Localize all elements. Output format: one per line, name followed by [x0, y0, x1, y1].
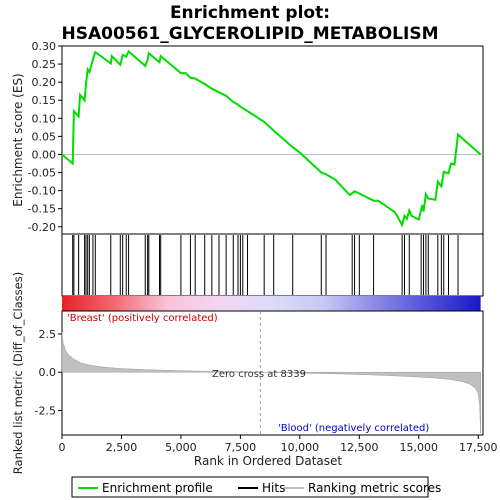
title-line-1: Enrichment plot:: [170, 3, 330, 23]
es-y-tick-label: 0.05: [32, 130, 57, 143]
es-y-tick-label: -0.15: [28, 203, 56, 216]
metric-y-axis: 2.5 0.0 -2.5: [35, 328, 62, 418]
es-panel-frame: [61, 45, 484, 235]
legend: Enrichment profile Hits Ranking metric s…: [71, 476, 441, 498]
es-y-axis: 0.30 0.25 0.20 0.15 0.10 0.05 0.00 -0.05 -0.10 -0…: [28, 40, 483, 234]
x-tick-label: 17,500: [459, 441, 498, 454]
x-tick-label: 0: [59, 441, 66, 454]
x-axis: 0 2,500 5,000 7,500 10,000 12,500 15,000 17,500: [59, 435, 498, 454]
ranking-gradient-bar: [62, 296, 481, 311]
es-y-tick-label: -0.10: [28, 185, 56, 198]
metric-y-tick-label: 2.5: [39, 328, 57, 341]
es-y-tick-label: 0.15: [32, 94, 57, 107]
hits-panel: [61, 233, 484, 311]
es-y-tick-label: 0.00: [32, 148, 57, 161]
zero-cross-label: Zero cross at 8339: [212, 369, 306, 380]
es-y-axis-label: Enrichment score (ES): [11, 73, 25, 206]
es-y-tick-label: -0.20: [28, 221, 56, 234]
x-tick-label: 12,500: [340, 441, 379, 454]
legend-label-enrichment-profile: Enrichment profile: [102, 481, 213, 495]
metric-y-axis-label: Ranked list metric (Diff_of_Classes): [11, 272, 25, 474]
x-tick-label: 7,500: [225, 441, 257, 454]
enrichment-profile-line: [61, 49, 482, 228]
title-line-2: HSA00561_GLYCEROLIPID_METABOLISM: [62, 24, 439, 44]
x-tick-label: 15,000: [400, 441, 439, 454]
es-y-tick-label: -0.05: [28, 167, 56, 180]
x-tick-label: 10,000: [281, 441, 320, 454]
es-y-tick-label: 0.10: [32, 112, 57, 125]
legend-label-ranking-metric: Ranking metric scores: [308, 481, 441, 495]
positive-class-label: 'Breast' (positively correlated): [67, 313, 218, 324]
x-axis-label: Rank in Ordered Dataset: [194, 454, 342, 468]
hits-group: [72, 235, 459, 295]
hits-panel-frame: [61, 233, 484, 297]
metric-panel: 2.5 0.0 -2.5 0 2,500 5,000 7,500 10,000 12,500 1…: [11, 272, 497, 474]
es-panel: 0.30 0.25 0.20 0.15 0.10 0.05 0.00 -0.05 -0.10 -0…: [11, 40, 484, 235]
es-y-tick-label: 0.20: [32, 76, 57, 89]
es-y-tick-label: 0.25: [32, 58, 57, 71]
negative-class-label: 'Blood' (negatively correlated): [278, 423, 429, 434]
legend-label-hits: Hits: [262, 481, 285, 495]
x-tick-label: 2,500: [106, 441, 138, 454]
ranking-metric-area: [61, 332, 481, 434]
es-y-tick-label: 0.30: [32, 40, 57, 53]
metric-y-tick-label: 0.0: [39, 366, 57, 379]
metric-y-tick-label: -2.5: [35, 405, 56, 418]
x-tick-label: 5,000: [165, 441, 197, 454]
